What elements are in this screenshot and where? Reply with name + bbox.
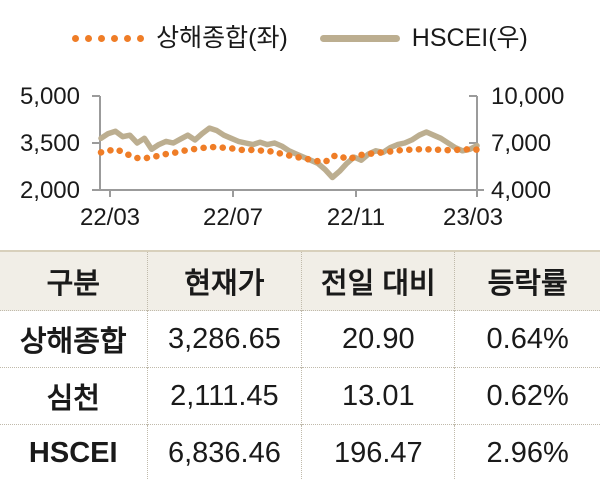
header-change: 전일 대비 (301, 251, 455, 311)
header-change-rate: 등락률 (454, 251, 600, 311)
chart-legend: 상해종합(좌) HSCEI(우) (0, 22, 600, 54)
legend-item-hscei: HSCEI(우) (319, 22, 528, 54)
right-axis-label-mid: 7,000 (491, 130, 551, 157)
price-cell: 6,836.46 (146, 424, 302, 480)
x-tick-label: 22/07 (203, 204, 263, 231)
shanghai-dotted-swatch (72, 34, 145, 42)
legend-item-shanghai: 상해종합(좌) (72, 22, 288, 54)
hscei-line-swatch (319, 34, 400, 42)
right-axis-label-top: 10,000 (491, 85, 564, 110)
header-price: 현재가 (146, 251, 302, 311)
x-tick-label: 22/03 (80, 204, 140, 231)
left-axis-label-top: 5,000 (20, 85, 80, 110)
hscei-line (98, 125, 480, 181)
rate-cell: 0.62% (454, 367, 600, 425)
row-label: HSCEI (0, 424, 147, 480)
legend-label-hscei: HSCEI(우) (411, 24, 528, 52)
change-cell: 13.01 (301, 367, 455, 425)
legend-dot-icon (111, 34, 119, 42)
left-axis-label-bottom: 2,000 (20, 177, 80, 204)
chart: 5,000 3,500 2,000 10,000 7,000 4,000 22/… (20, 83, 564, 231)
change-cell: 196.47 (301, 424, 455, 480)
legend-label-shanghai: 상해종합(좌) (156, 24, 288, 52)
rate-cell: 0.64% (454, 310, 600, 368)
legend-dot-icon (72, 34, 80, 42)
x-tick-label: 23/03 (443, 204, 503, 231)
table-row-shanghai: 상해종합 3,286.65 20.90 0.64% (0, 310, 600, 368)
rate-cell: 2.96% (454, 424, 600, 480)
left-axis-label-mid: 3,500 (20, 130, 80, 157)
line-chart: 5,000 3,500 2,000 10,000 7,000 4,000 22/… (0, 83, 600, 235)
legend-dot-icon (85, 34, 93, 42)
quote-table: 구분 현재가 전일 대비 등락률 상해종합 3,286.65 20.90 0.6… (0, 250, 600, 480)
table-row-hscei: HSCEI 6,836.46 196.47 2.96% (0, 424, 600, 480)
row-label: 심천 (0, 367, 147, 425)
table-row-shenzhen: 심천 2,111.45 13.01 0.62% (0, 367, 600, 425)
change-cell: 20.90 (301, 310, 455, 368)
legend-dot-icon (98, 34, 106, 42)
price-cell: 3,286.65 (146, 310, 302, 368)
price-cell: 2,111.45 (146, 367, 302, 425)
right-axis-label-bottom: 4,000 (491, 177, 551, 204)
table-header-row: 구분 현재가 전일 대비 등락률 (0, 251, 600, 311)
header-category: 구분 (0, 251, 147, 311)
x-tick-label: 22/11 (327, 204, 385, 231)
legend-dot-icon (137, 34, 145, 42)
row-label: 상해종합 (0, 310, 147, 368)
legend-dot-icon (124, 34, 132, 42)
shanghai-line (97, 143, 481, 166)
